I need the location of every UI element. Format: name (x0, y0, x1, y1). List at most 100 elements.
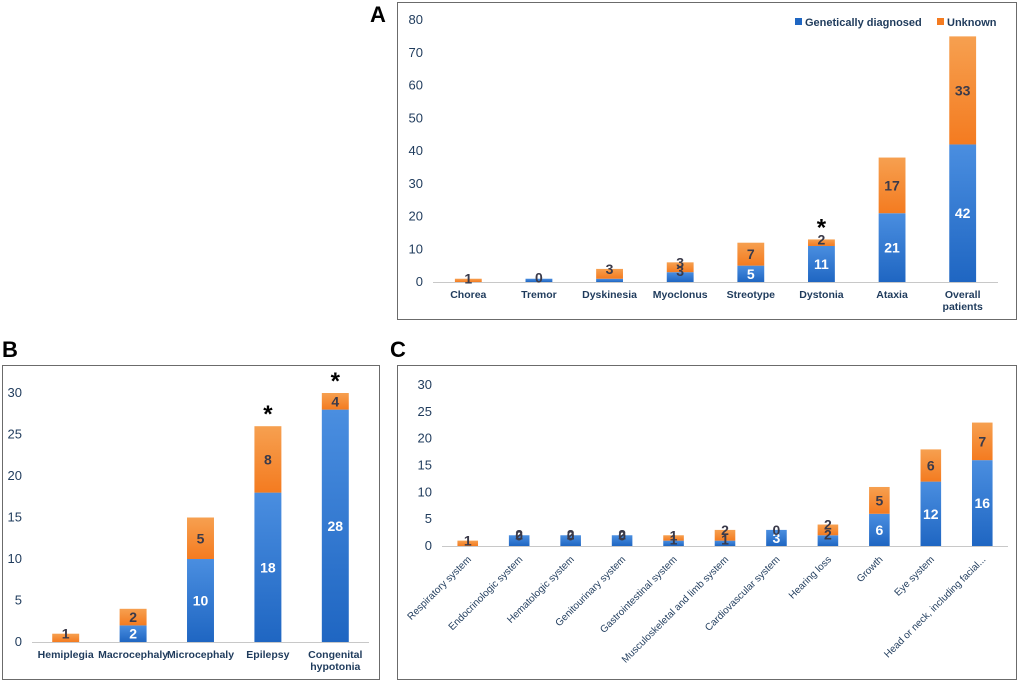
x-category-label: Streotype (727, 289, 776, 301)
x-category-label: Ataxia (876, 289, 908, 301)
data-label-genetic: 0 (535, 270, 543, 286)
x-category-label: Hearing loss (787, 554, 834, 601)
bar-genetic-eye-system (920, 481, 942, 546)
y-tick-label: 10 (8, 551, 22, 566)
data-label-genetic: 10 (193, 593, 209, 609)
data-label-unknown: 7 (747, 246, 755, 262)
data-label-unknown: 3 (606, 261, 614, 277)
bar-unknown-gastrointestinal-system (663, 535, 684, 541)
bar-unknown-hearing-loss (817, 524, 839, 536)
data-label-unknown: 5 (197, 530, 205, 546)
bar-genetic-musculoskeletal-and-limb-system (714, 540, 736, 546)
bar-unknown-hemiplegia (52, 633, 80, 642)
bar-unknown-musculoskeletal-and-limb-system (714, 529, 736, 541)
data-label-genetic: 2 (567, 526, 575, 542)
bar-unknown-myoclonus (666, 262, 694, 273)
bar-genetic-congenital-hypotonia (321, 409, 349, 642)
panel-label-a: A (370, 2, 386, 27)
data-label-genetic: 18 (260, 559, 276, 575)
bar-genetic-tremor (525, 278, 553, 282)
data-label-unknown: 3 (676, 254, 684, 270)
chart-a: 0 10 20 30 40 50 60 70 80 1 Chorea 0 Tremor 3 Dyskines… (409, 12, 998, 313)
bar-unknown-respiratory-system (457, 540, 479, 546)
data-label-unknown: 4 (331, 393, 339, 409)
bar-genetic-hematologic-system (560, 535, 581, 546)
x-category-label: Chorea (450, 289, 486, 301)
x-category-label: Myoclonus (653, 289, 708, 301)
bar-unknown-chorea (454, 278, 482, 282)
bar-genetic-dystonia (808, 245, 835, 282)
data-label-genetic: 3 (676, 263, 684, 279)
bar-unknown-overall-patients (949, 36, 977, 145)
bar-genetic-microcephaly (187, 559, 214, 642)
panel-label-c: C (390, 337, 406, 362)
chart-c-frame: 0 5 10 15 20 25 30 1 Respiratory system 2 0 Endocri… (397, 365, 1017, 680)
y-tick-label: 20 (418, 431, 432, 446)
y-tick-label: 30 (8, 385, 22, 400)
data-label-genetic: 12 (923, 506, 939, 522)
bar-unknown-epilepsy (254, 426, 282, 493)
y-tick-label: 15 (418, 458, 432, 473)
data-label-unknown: 2 (818, 231, 826, 247)
y-tick-label: 0 (425, 538, 432, 553)
x-category-label: Congenital hypotonia (308, 649, 362, 673)
data-label-genetic: 6 (875, 522, 883, 538)
bar-genetic-endocrinologic-system (508, 535, 530, 546)
bar-unknown-macrocephaly (119, 608, 147, 626)
bar-genetic-streotype (737, 265, 765, 282)
y-tick-label: 10 (418, 484, 432, 499)
bar-unknown-streotype (737, 242, 765, 266)
bar-genetic-macrocephaly (119, 625, 147, 642)
data-label-unknown: 0 (515, 527, 523, 543)
data-label-unknown: 1 (670, 527, 678, 543)
x-category-label: Tremor (521, 289, 557, 301)
data-label-unknown: 8 (264, 451, 272, 467)
y-tick-label: 0 (15, 634, 22, 649)
data-label-genetic: 3 (773, 530, 781, 546)
bar-genetic-gastrointestinal-system (663, 540, 684, 546)
significance-star: * (331, 368, 341, 395)
data-label-unknown: 1 (464, 271, 472, 287)
y-tick-label: 25 (8, 427, 22, 442)
data-label-genetic: 2 (515, 526, 523, 542)
data-label-unknown: 2 (721, 522, 729, 538)
significance-star: * (817, 214, 827, 241)
x-category-label: Epilepsy (246, 649, 289, 661)
chart-b: 0 5 10 15 20 25 30 1 Hemiplegia 22 Macrocephaly 10 5… (8, 368, 369, 673)
bar-unknown-congenital-hypotonia (321, 393, 349, 410)
legend-label-genetic: Genetically diagnosed (805, 17, 922, 29)
bar-genetic-dyskinesia (596, 278, 623, 282)
y-tick-label: 30 (418, 377, 432, 392)
data-label-unknown: 2 (824, 517, 832, 533)
data-label-unknown: 0 (773, 522, 781, 538)
bar-unknown-growth (869, 486, 890, 514)
significance-star: * (263, 401, 273, 428)
bar-genetic-hearing-loss (817, 535, 839, 546)
bar-genetic-head-or-neck-including-facial (971, 460, 993, 546)
y-tick-label: 60 (409, 78, 423, 93)
data-label-unknown: 6 (927, 458, 935, 474)
data-label-genetic: 5 (747, 266, 755, 282)
bar-genetic-cardiovascular-system (766, 529, 787, 546)
y-tick-label: 70 (409, 45, 423, 60)
y-tick-label: 5 (425, 511, 432, 526)
data-label-genetic: 42 (955, 205, 971, 221)
y-tick-label: 25 (418, 404, 432, 419)
bar-unknown-eye-system (920, 449, 942, 482)
x-category-label: Growth (855, 554, 886, 585)
x-category-label: Dyskinesia (582, 289, 637, 301)
data-label-unknown: 0 (567, 527, 575, 543)
y-tick-label: 80 (409, 12, 423, 27)
x-category-label: Overall patients (943, 289, 983, 313)
data-label-unknown: 17 (884, 177, 900, 193)
data-label-unknown: 0 (618, 527, 626, 543)
data-label-unknown: 33 (955, 82, 971, 98)
data-label-unknown: 7 (978, 433, 986, 449)
y-tick-label: 20 (8, 468, 22, 483)
legend-swatch-genetic (795, 18, 802, 25)
bar-genetic-growth (869, 513, 890, 546)
y-tick-label: 30 (409, 176, 423, 191)
y-tick-label: 50 (409, 110, 423, 125)
chart-b-frame: 0 5 10 15 20 25 30 1 Hemiplegia 2 2 Macrocephaly 10 5… (2, 365, 380, 680)
